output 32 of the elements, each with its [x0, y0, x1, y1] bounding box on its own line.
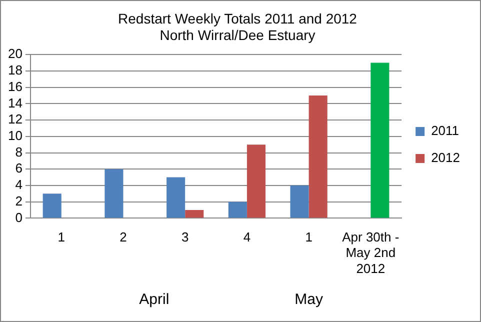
text: May	[294, 291, 324, 308]
bar	[246, 144, 266, 218]
bar	[290, 185, 309, 218]
y-tick-label: 20	[8, 46, 22, 62]
x-tick-label: 4	[243, 230, 251, 245]
y-tick-label: 12	[8, 112, 22, 127]
x-tick-label: Apr 30th - May 2nd 2012	[342, 230, 400, 276]
bar	[308, 96, 328, 218]
y-tick-label: 18	[8, 62, 22, 78]
y-tick-label: 0	[15, 210, 22, 225]
y-tick-label: 14	[8, 95, 22, 110]
y-tick-label: 6	[15, 160, 22, 176]
bar	[42, 194, 62, 218]
legend-label: 2011	[431, 123, 460, 138]
y-tick-label: 16	[8, 78, 22, 94]
bar	[228, 202, 247, 218]
x-tick-label: 1	[58, 230, 66, 245]
y-tick-label: 2	[15, 193, 22, 208]
bar	[104, 169, 124, 218]
y-tick-label: 8	[15, 144, 22, 160]
x-tick-label: 1	[305, 230, 312, 245]
y-tick-label: 10	[8, 128, 22, 143]
chart-subtitle: North Wirral/Dee Estuary	[160, 27, 316, 44]
chart-title: Redstart Weekly Totals 2011 and 2012	[118, 10, 358, 26]
y-tick-label: 4	[15, 177, 22, 192]
bar	[370, 62, 390, 218]
bar	[185, 210, 204, 218]
x-tick-label: 2	[120, 230, 127, 245]
text: April	[139, 291, 170, 308]
bar	[166, 177, 186, 218]
x-tick-label: 3	[181, 230, 189, 245]
legend-label: 2012	[431, 150, 460, 166]
